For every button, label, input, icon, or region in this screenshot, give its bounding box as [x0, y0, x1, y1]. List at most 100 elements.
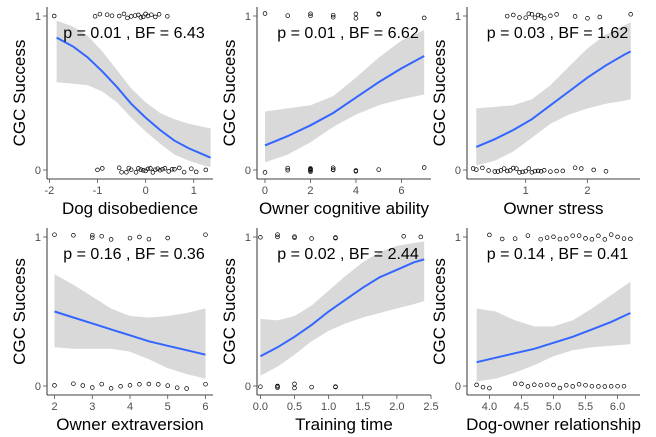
x-tick-label: 1.5 — [355, 401, 370, 413]
fit-line — [54, 310, 206, 356]
success-point — [108, 237, 114, 242]
x-tick-label: 2.0 — [389, 401, 404, 413]
x-tick-label: 5 — [165, 401, 171, 413]
failure-point — [621, 383, 627, 389]
x-tick-label: 3 — [89, 401, 95, 413]
failure-point — [262, 170, 268, 175]
success-point — [137, 234, 142, 240]
failure-point — [523, 168, 528, 174]
failure-point — [526, 166, 532, 171]
failure-point — [137, 382, 142, 387]
failure-point — [486, 168, 491, 173]
failure-point — [544, 382, 550, 387]
failure-point — [570, 384, 575, 389]
success-point — [90, 235, 95, 240]
failure-point — [203, 167, 209, 173]
failure-point — [519, 381, 524, 387]
success-point — [532, 15, 538, 20]
y-axis-label: CGC Success — [430, 40, 449, 147]
failure-point — [52, 383, 57, 388]
success-point — [564, 236, 569, 241]
failure-point — [512, 381, 518, 387]
failure-point — [148, 166, 153, 171]
x-tick-label: 2 — [51, 401, 57, 413]
failure-point — [90, 385, 95, 390]
success-point — [97, 11, 103, 17]
x-tick-label: 0.0 — [253, 401, 268, 413]
success-point — [596, 233, 601, 239]
failure-point — [99, 381, 104, 387]
failure-point — [535, 168, 541, 174]
failure-point — [564, 383, 569, 388]
chart-panel-4: 2 3 4 5 6 0 1 p = 0.16 , BF = 0.36 Owner extrave… — [10, 228, 213, 434]
failure-point — [95, 167, 100, 173]
failure-point — [100, 166, 105, 171]
failure-point — [165, 383, 170, 388]
failure-point — [285, 167, 290, 173]
success-point — [585, 16, 590, 21]
failure-point — [128, 167, 134, 172]
success-point — [401, 234, 406, 239]
y-tick-label: 0 — [35, 381, 41, 393]
failure-point — [71, 381, 76, 386]
success-point — [628, 236, 633, 242]
success-point — [308, 11, 313, 16]
success-point — [517, 15, 522, 20]
success-point — [127, 235, 133, 241]
failure-point — [602, 384, 608, 389]
y-tick-label: 0 — [455, 381, 461, 393]
failure-point — [157, 167, 163, 173]
y-axis-label: CGC Success — [10, 40, 29, 147]
failure-point — [579, 166, 584, 171]
x-axis-label: Owner cognitive ability — [259, 199, 430, 218]
failure-point — [572, 165, 578, 170]
failure-point — [538, 382, 543, 388]
success-point — [512, 236, 518, 241]
success-point — [275, 232, 280, 237]
failure-point — [308, 169, 313, 174]
failure-point — [501, 166, 507, 171]
y-tick-label: 1 — [35, 232, 41, 244]
success-point — [538, 236, 543, 242]
x-tick-label: 4 — [127, 401, 133, 413]
success-point — [554, 12, 559, 17]
y-tick-label: 1 — [245, 11, 251, 23]
failure-point — [162, 166, 168, 171]
success-point — [156, 12, 162, 17]
failure-point — [583, 382, 588, 388]
failure-point — [133, 170, 139, 175]
x-tick-label: 1 — [523, 185, 529, 197]
success-point — [628, 12, 633, 17]
success-point — [140, 14, 146, 20]
success-point — [615, 234, 620, 240]
failure-point — [292, 385, 297, 391]
failure-point — [309, 384, 314, 390]
success-point — [511, 12, 516, 18]
x-tick-label: 5.5 — [578, 401, 593, 413]
success-point — [285, 13, 290, 18]
failure-point — [146, 381, 152, 387]
success-point — [376, 12, 381, 17]
y-axis-label: CGC Success — [220, 258, 239, 365]
failure-point — [353, 168, 359, 173]
failure-point — [174, 385, 180, 390]
success-point — [258, 235, 263, 240]
success-point — [333, 235, 338, 241]
success-point — [136, 12, 141, 18]
fit-line — [475, 50, 632, 148]
failure-point — [155, 166, 160, 171]
failure-point — [118, 384, 123, 389]
success-point — [138, 15, 144, 20]
failure-point — [275, 385, 280, 390]
x-tick-label: 4.5 — [514, 401, 529, 413]
success-point — [165, 14, 170, 19]
success-point — [353, 16, 359, 21]
y-axis-label: CGC Success — [430, 258, 449, 365]
chart-panel-3: 1 2 0 1 p = 0.03 , BF = 1.62 Owner stress CGC … — [430, 7, 640, 218]
failure-point — [189, 166, 194, 171]
failure-point — [181, 169, 187, 175]
stats-annotation: p = 0.02 , BF = 2.44 — [277, 246, 419, 263]
success-point — [116, 13, 122, 19]
failure-point — [136, 166, 141, 171]
